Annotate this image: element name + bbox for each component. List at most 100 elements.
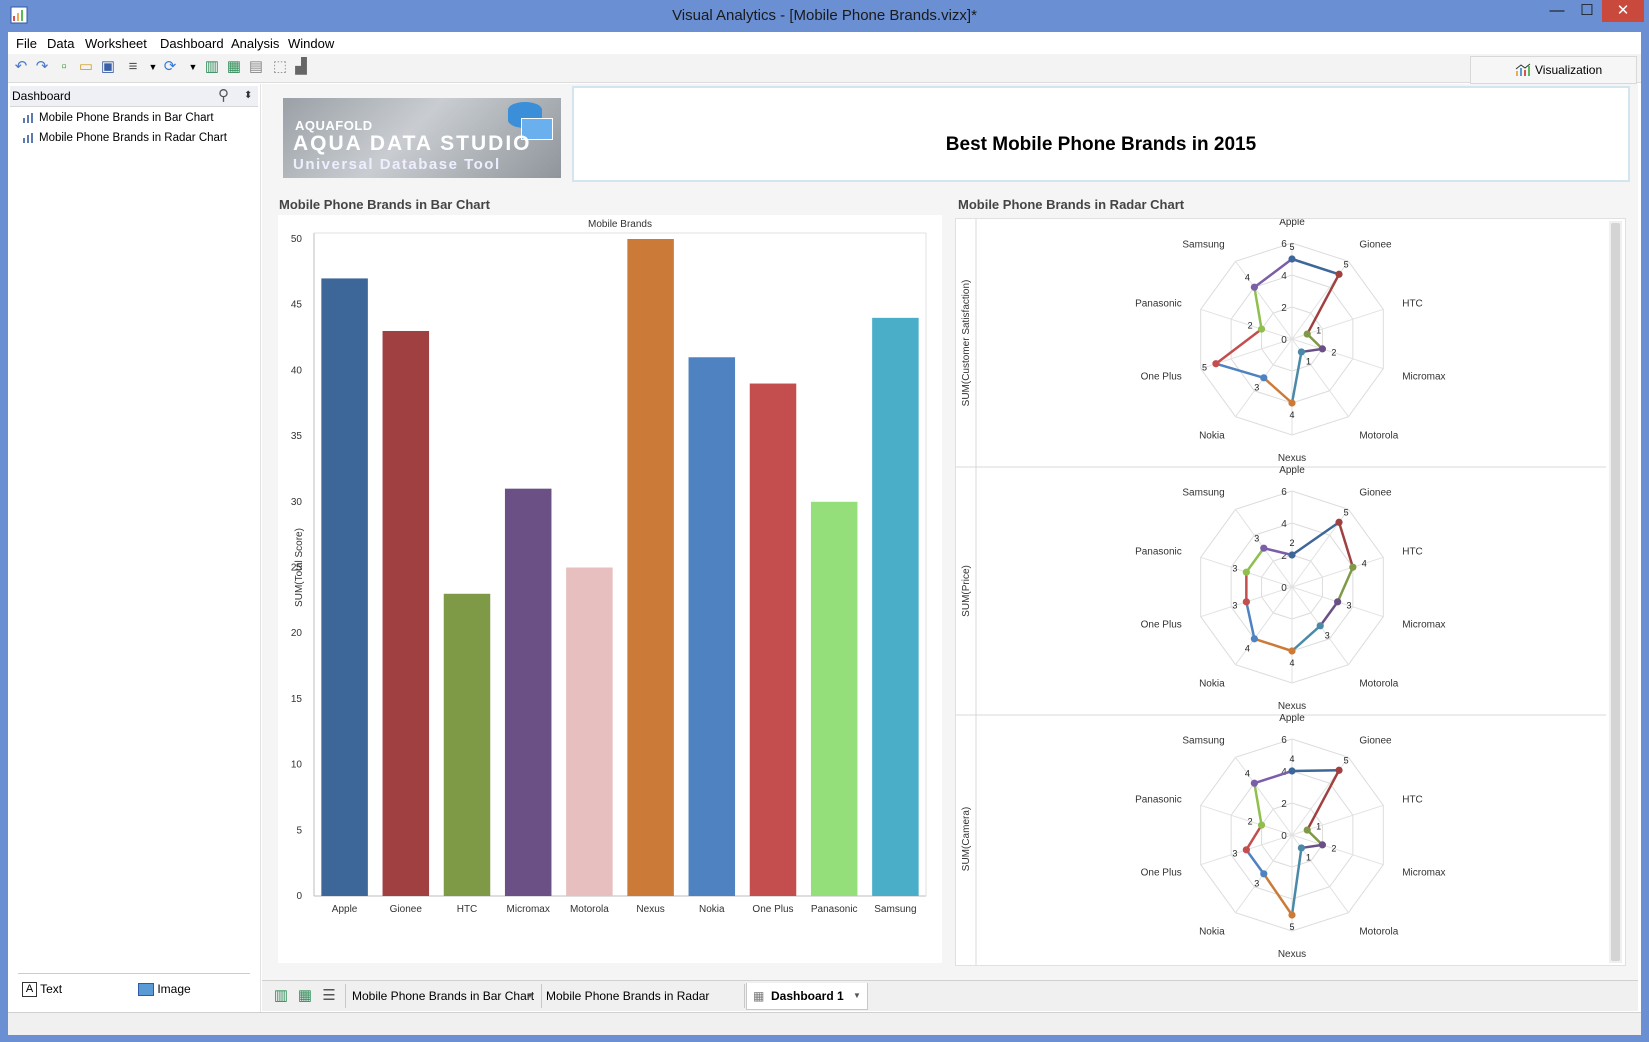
radar-spoke: [1291, 556, 1384, 588]
tree-item-radar-chart[interactable]: Mobile Phone Brands in Radar Chart: [22, 129, 227, 147]
menu-data[interactable]: Data: [47, 36, 75, 51]
text-icon: A: [22, 982, 37, 998]
radar-category-label: Panasonic: [1135, 547, 1182, 558]
search-icon[interactable]: ⚲: [218, 87, 229, 104]
radar-point: [1288, 767, 1296, 775]
refresh-dropdown-icon[interactable]: ▼: [188, 62, 198, 72]
select-icon[interactable]: ⬚: [272, 58, 288, 75]
menu-window[interactable]: Window: [288, 36, 335, 51]
radar-series-segment: [1245, 601, 1256, 640]
tree-item-label: Mobile Phone Brands in Bar Chart: [39, 112, 214, 124]
chart-icon[interactable]: ▤: [248, 58, 264, 75]
radar-point: [1212, 360, 1220, 368]
tab-separator: [744, 984, 745, 1008]
dashboard-title: Best Mobile Phone Brands in 2015: [945, 134, 1257, 155]
tab-list-icon[interactable]: ☰: [322, 987, 336, 1004]
open-folder-icon[interactable]: ▭: [78, 58, 94, 75]
radar-category-label: Apple: [1279, 219, 1305, 228]
minimize-button[interactable]: —: [1549, 2, 1565, 19]
radar-tick-label: 6: [1281, 487, 1287, 498]
radar-tick-label: 4: [1281, 271, 1287, 282]
window-title: Visual Analytics - [Mobile Phone Brands.…: [672, 7, 977, 24]
radar-point: [1250, 635, 1258, 643]
radar-data-label: 5: [1344, 508, 1349, 518]
radar-series-segment: [1262, 376, 1293, 404]
bar-htc: [443, 593, 491, 896]
menu-dashboard[interactable]: Dashboard: [160, 36, 224, 51]
bar-chart[interactable]: Mobile Brands 0 5 10 15 20 25 30 35 40 45 50 SUM(Tot…: [278, 215, 942, 963]
radar-category-label: One Plus: [1141, 867, 1182, 878]
radar-data-label: 5: [1344, 260, 1349, 270]
radar-point: [1303, 330, 1311, 338]
x-tick-label: Micromax: [507, 904, 550, 915]
title-bar[interactable]: Visual Analytics - [Mobile Phone Brands.…: [0, 0, 1649, 32]
radar-category-label: HTC: [1402, 795, 1423, 806]
menu-worksheet[interactable]: Worksheet: [85, 36, 147, 51]
new-dashboard-icon[interactable]: ▦: [226, 58, 242, 75]
x-tick-label: Panasonic: [811, 904, 858, 915]
save-icon[interactable]: ▣: [100, 58, 116, 75]
radar-category-label: Samsung: [1182, 240, 1224, 251]
menu-analysis[interactable]: Analysis: [231, 36, 280, 51]
tree-item-bar-chart[interactable]: Mobile Phone Brands in Bar Chart: [22, 109, 214, 127]
radar-series-segment: [1291, 521, 1340, 557]
tab-bar-chart[interactable]: Mobile Phone Brands in Bar Chart ▼: [352, 983, 538, 1009]
tab-radar-chart[interactable]: Mobile Phone Brands in Radar Chart ▼: [546, 983, 742, 1029]
menu-file[interactable]: File: [16, 36, 37, 51]
radar-tick-label: 0: [1281, 831, 1287, 842]
redo-icon[interactable]: ↷: [35, 58, 49, 75]
radar-spoke: [1235, 757, 1293, 836]
new-file-icon[interactable]: ▫: [61, 58, 67, 75]
radar-series-segment: [1291, 257, 1340, 276]
chevron-down-icon[interactable]: ▼: [853, 991, 861, 1000]
new-worksheet-icon[interactable]: ▥: [204, 58, 220, 75]
toolbar: [8, 54, 1641, 83]
chevron-down-icon[interactable]: ▼: [526, 991, 534, 1000]
worksheet-icon: [23, 132, 33, 143]
format-icon[interactable]: ≡: [128, 58, 138, 75]
radar-charts-panel[interactable]: SUM(Customer Satisfaction) 0 2 4 6 Apple Gione…: [955, 217, 1626, 966]
maximize-button[interactable]: ☐: [1580, 2, 1594, 19]
radar-tick-label: 2: [1281, 799, 1287, 810]
undo-icon[interactable]: ↶: [14, 58, 28, 75]
sort-icon[interactable]: ▟: [295, 58, 307, 75]
image-object-button[interactable]: Image: [138, 982, 191, 997]
radar-spoke: [1235, 261, 1293, 340]
radar-category-label: Nexus: [1278, 453, 1306, 464]
radar-point: [1288, 647, 1296, 655]
radar-data-label: 2: [1248, 320, 1253, 330]
radar-series-segment: [1253, 783, 1263, 826]
tab-dashboard-1[interactable]: ▦ Dashboard 1 ▼: [746, 983, 868, 1010]
bar-nokia: [688, 357, 736, 896]
radar-spoke: [1200, 308, 1293, 340]
radar-chart-section-title: Mobile Phone Brands in Radar Chart: [958, 197, 1185, 212]
radar-series-segment: [1253, 769, 1293, 785]
new-dashboard-tab-icon[interactable]: ▦: [297, 987, 313, 1004]
menu-bar: [8, 32, 1641, 54]
radar-tick-label: 4: [1281, 519, 1287, 530]
visualization-button[interactable]: Visualization: [1470, 56, 1637, 84]
radar-series-segment: [1253, 637, 1293, 653]
radar-series-segment: [1245, 849, 1265, 875]
close-button[interactable]: ✕: [1602, 0, 1644, 22]
radar-series-segment: [1306, 769, 1341, 831]
radar-spoke: [1200, 804, 1293, 836]
radar-point: [1335, 270, 1343, 278]
radar-point: [1288, 551, 1296, 559]
x-tick-label: One Plus: [752, 904, 793, 915]
logo-brand: AQUAFOLD: [295, 118, 373, 133]
radar-series-segment: [1263, 546, 1293, 557]
radar-data-label: 4: [1289, 658, 1294, 668]
format-dropdown-icon[interactable]: ▼: [148, 62, 158, 72]
left-panel: [8, 84, 261, 1012]
refresh-icon[interactable]: ⟳: [163, 58, 177, 75]
radar-tick-label: 2: [1281, 551, 1287, 562]
radar-category-label: Micromax: [1402, 867, 1445, 878]
dashboard-title-box[interactable]: Best Mobile Phone Brands in 2015: [572, 86, 1630, 182]
text-object-button[interactable]: A Text: [22, 982, 62, 998]
radar-point: [1316, 622, 1324, 630]
new-worksheet-tab-icon[interactable]: ▥: [273, 987, 289, 1004]
x-tick-label: Apple: [332, 904, 358, 915]
sort-arrows-icon[interactable]: ⬍: [244, 90, 253, 101]
radar-point: [1260, 544, 1268, 552]
